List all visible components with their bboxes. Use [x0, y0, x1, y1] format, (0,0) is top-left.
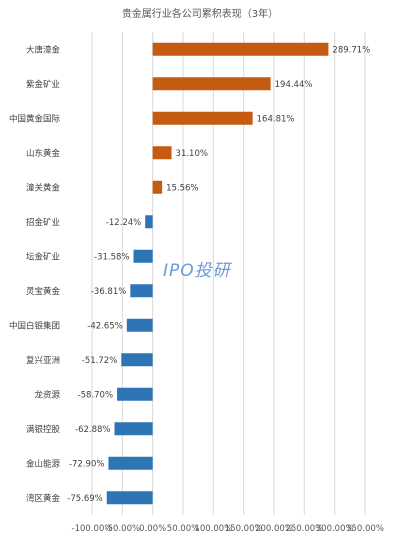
category-label: 中国白银集团: [9, 320, 60, 331]
data-label: -31.58%: [94, 252, 129, 262]
data-label: -12.24%: [106, 218, 141, 228]
x-tick-label: -100.00%: [72, 524, 113, 534]
data-label: -51.72%: [82, 356, 117, 366]
watermark: IPO投研: [163, 261, 231, 281]
bar: [152, 77, 271, 91]
bar: [152, 111, 253, 125]
category-label: 潼关黄金: [26, 182, 61, 193]
bar: [133, 249, 153, 263]
bar: [145, 215, 153, 229]
data-label: -36.81%: [91, 287, 126, 297]
x-tick-label: 350.00%: [346, 524, 384, 534]
category-label: 金山能源: [26, 458, 61, 469]
data-label: -72.90%: [69, 459, 104, 469]
x-tick-label: 300.00%: [316, 524, 354, 534]
data-label: 15.56%: [166, 183, 198, 193]
category-label: 山东黄金: [26, 148, 61, 159]
bar: [121, 353, 153, 367]
bar: [152, 146, 172, 160]
labels: -100.00%-50.00% 0.00% 50.00%100.00%150.00%…: [9, 44, 384, 534]
category-label: 灵宝黄金: [26, 286, 61, 297]
bars: [106, 42, 329, 505]
x-tick-label: 50.00%: [167, 524, 199, 534]
category-label: 紫金矿业: [26, 79, 60, 90]
category-label: 大唐濠金: [26, 44, 61, 55]
data-label: 31.10%: [176, 149, 208, 159]
data-label: -62.88%: [75, 425, 110, 435]
category-label: 复兴亚洲: [26, 355, 60, 366]
bar: [117, 387, 153, 401]
x-tick-label: 150.00%: [225, 524, 263, 534]
category-label: 坛金矿业: [26, 251, 60, 262]
chart-title: 贵金属行业各公司累积表现（3年）: [122, 7, 278, 20]
data-label: -42.65%: [87, 321, 122, 331]
bar: [130, 284, 153, 298]
data-label: 164.81%: [257, 114, 295, 124]
x-tick-label: 100.00%: [194, 524, 232, 534]
x-tick-label: -50.00%: [105, 524, 140, 534]
bar: [106, 491, 153, 505]
bar: [114, 422, 153, 436]
bar: [126, 318, 153, 332]
bar: [152, 42, 329, 56]
category-label: 满银控股: [26, 424, 61, 435]
data-label: 289.71%: [332, 45, 370, 55]
data-label: -58.70%: [78, 390, 113, 400]
data-label: -75.69%: [67, 494, 102, 504]
x-tick-label: 200.00%: [255, 524, 293, 534]
bar: [108, 456, 153, 470]
category-label: 招金矿业: [26, 217, 60, 228]
category-label: 龙资源: [34, 389, 60, 400]
bar: [152, 180, 163, 194]
data-label: 194.44%: [275, 80, 313, 90]
x-tick-label: 0.00%: [139, 524, 166, 534]
category-label: 湾区黄金: [26, 493, 61, 504]
x-tick-label: 250.00%: [285, 524, 323, 534]
category-label: 中国黄金国际: [9, 113, 61, 124]
